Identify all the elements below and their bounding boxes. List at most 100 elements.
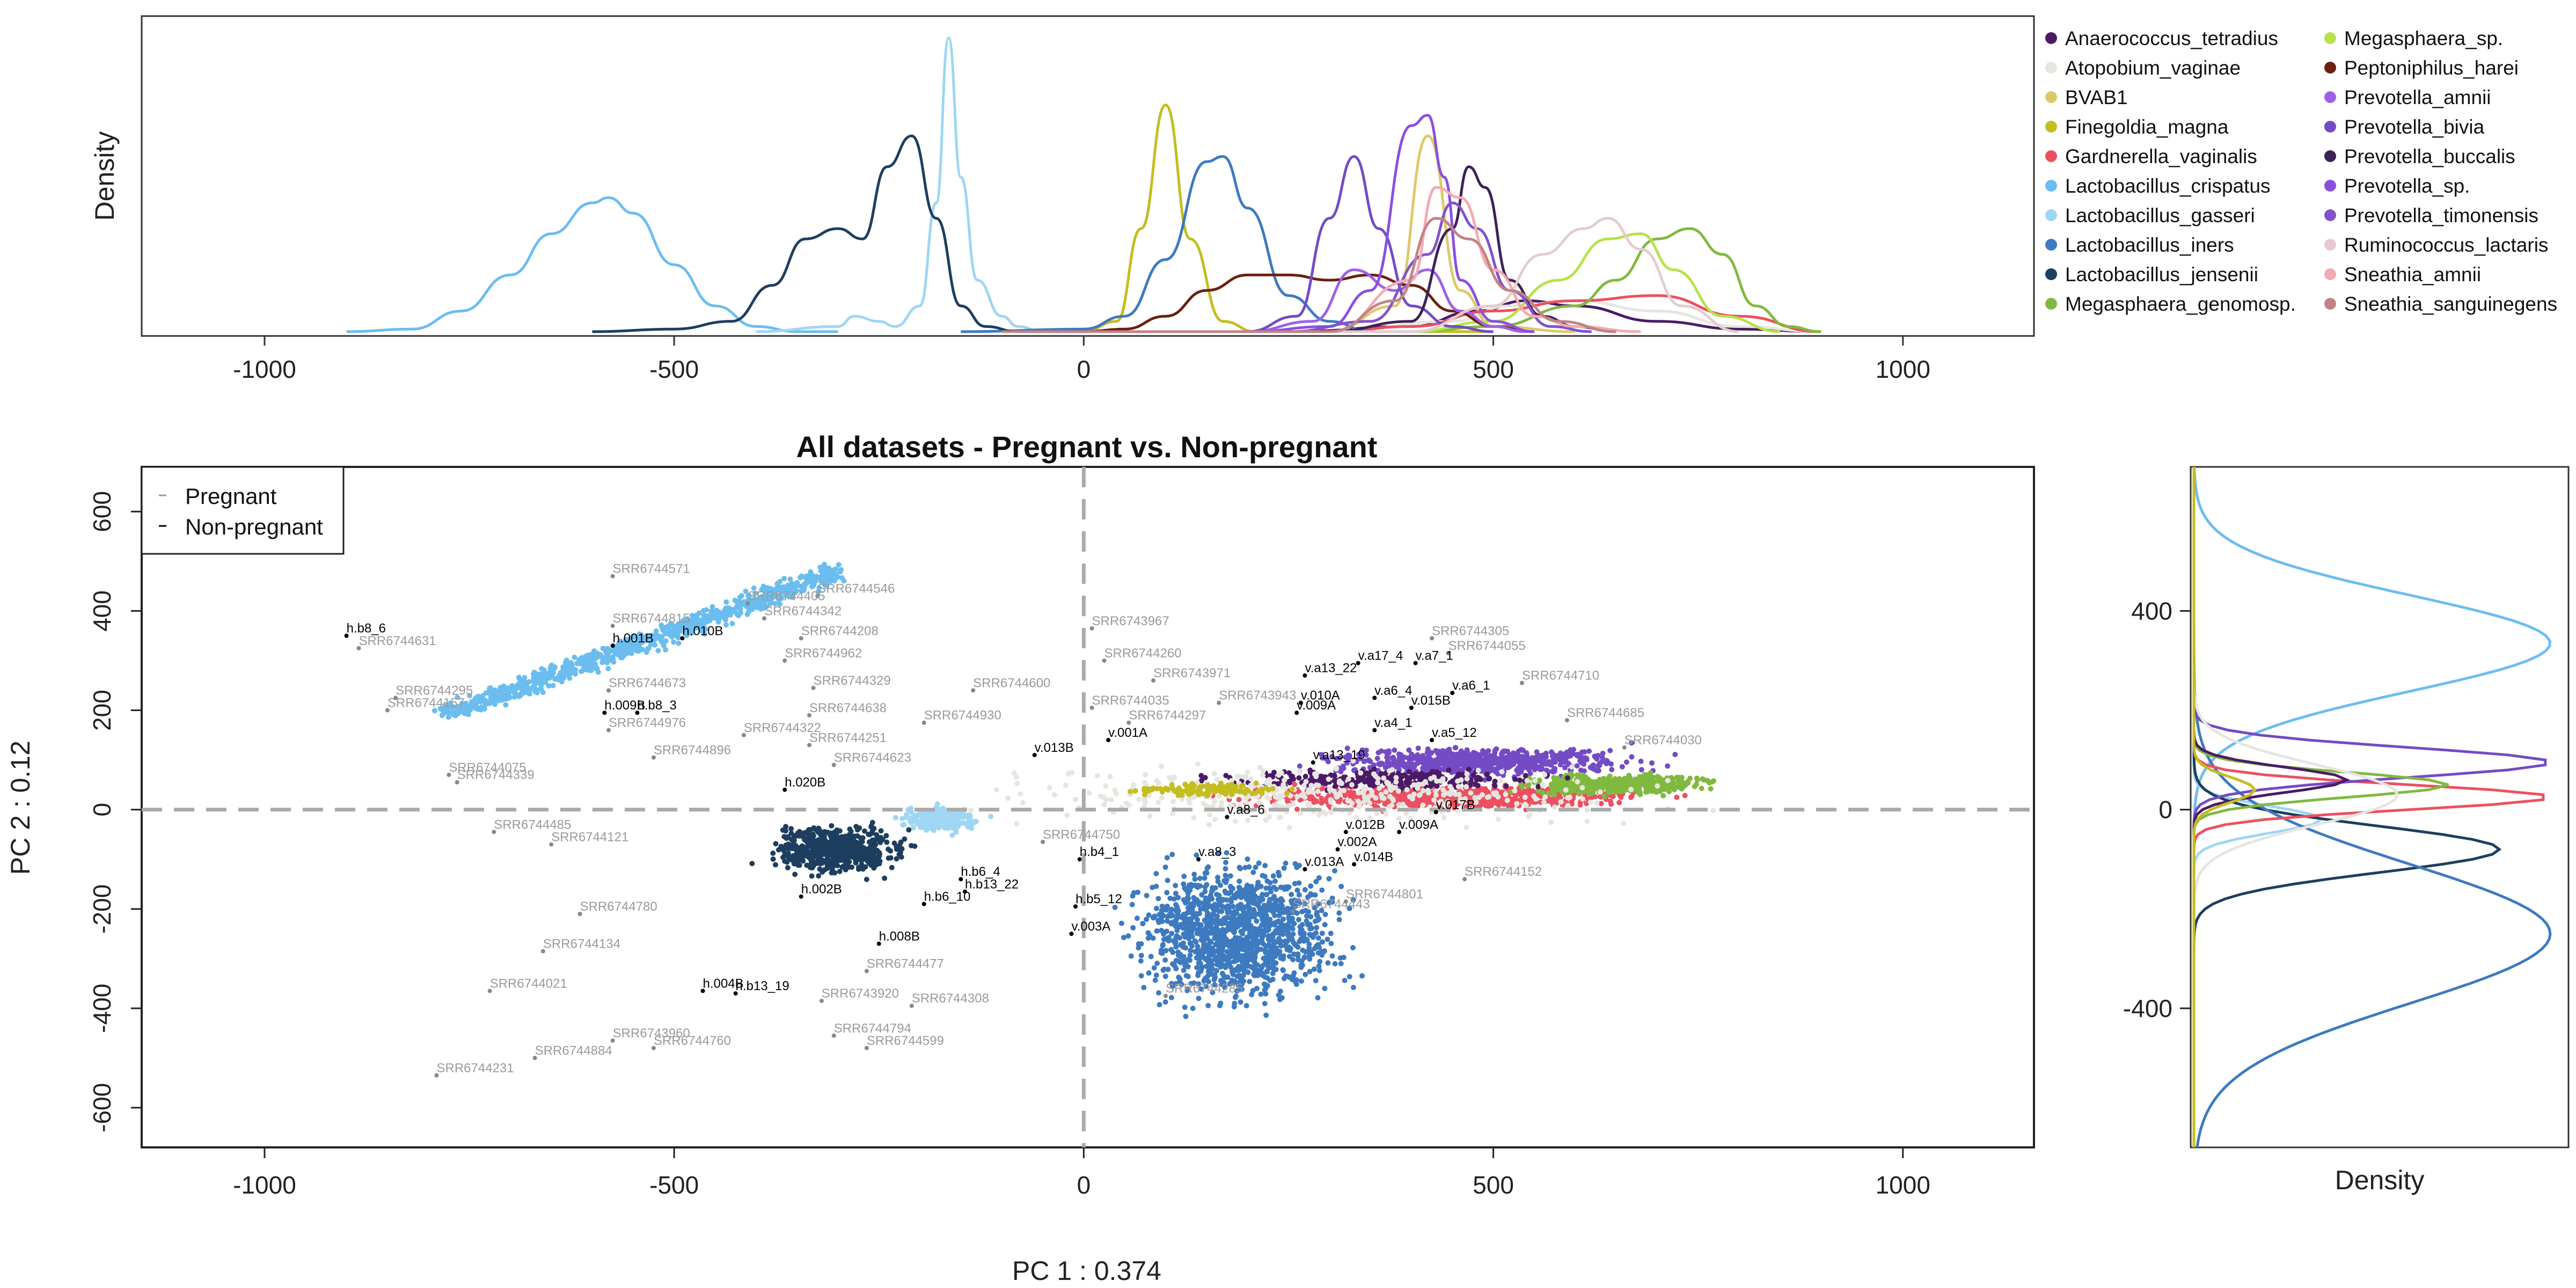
data-point <box>1204 963 1210 969</box>
data-point <box>653 633 658 639</box>
data-point <box>792 872 798 877</box>
data-point <box>807 842 813 848</box>
data-point <box>584 655 590 661</box>
data-point <box>1206 951 1212 956</box>
data-point <box>442 702 448 708</box>
legend-marker-18 <box>2324 268 2336 280</box>
data-point <box>1534 765 1540 771</box>
data-point <box>1539 765 1545 771</box>
data-point <box>1187 916 1193 922</box>
data-point <box>1280 968 1286 974</box>
data-point <box>824 866 830 872</box>
data-point <box>832 870 838 876</box>
data-point <box>1601 794 1607 800</box>
scatter-cluster-Lactobacillus_jensenii <box>749 819 918 882</box>
data-point <box>1152 977 1158 983</box>
data-point <box>878 835 884 840</box>
data-point <box>531 682 537 688</box>
data-point <box>1259 935 1265 941</box>
data-point <box>1197 960 1203 966</box>
data-point <box>1221 973 1227 979</box>
data-point <box>909 809 914 815</box>
data-point <box>1657 778 1663 784</box>
data-point <box>751 585 757 591</box>
data-point <box>1278 955 1284 961</box>
data-point <box>729 620 735 626</box>
data-point <box>525 685 531 691</box>
data-point <box>802 851 808 857</box>
data-point <box>1236 939 1242 945</box>
data-point <box>1274 898 1280 904</box>
data-point <box>1223 866 1228 872</box>
data-point <box>757 598 763 604</box>
data-point <box>643 649 649 655</box>
data-point <box>835 574 840 580</box>
data-point <box>1267 880 1273 885</box>
data-point <box>1222 888 1228 894</box>
data-point <box>1174 927 1180 933</box>
data-point <box>1546 759 1552 765</box>
legend-marker-0 <box>2045 32 2057 44</box>
data-point <box>1235 903 1241 909</box>
data-point <box>482 699 488 705</box>
data-point <box>1252 972 1257 978</box>
data-point <box>1216 892 1222 898</box>
data-point <box>1197 875 1203 881</box>
top-x-tick-label-4: 1000 <box>1876 355 1930 383</box>
data-point <box>1311 966 1317 972</box>
data-point <box>854 827 860 833</box>
data-point <box>1319 949 1325 955</box>
data-point <box>1623 759 1629 765</box>
data-point <box>1244 925 1250 931</box>
data-point <box>1291 951 1297 957</box>
data-point <box>1158 950 1164 956</box>
data-point <box>1206 971 1212 977</box>
data-point <box>522 675 528 680</box>
data-point <box>1267 938 1272 943</box>
data-point <box>787 576 793 582</box>
data-point <box>564 664 569 670</box>
data-point <box>1282 938 1288 944</box>
data-point <box>526 691 532 697</box>
legend-label-7: Lactobacillus_iners <box>2065 234 2234 256</box>
data-point <box>578 669 584 675</box>
data-point <box>1250 987 1256 993</box>
data-point <box>1527 771 1533 777</box>
data-point <box>1328 931 1334 936</box>
data-point <box>1220 920 1226 926</box>
data-point <box>1136 945 1141 950</box>
data-point <box>715 619 721 625</box>
legend-label-12: Prevotella_amnii <box>2344 86 2491 108</box>
data-point <box>813 577 818 582</box>
data-point <box>492 701 498 707</box>
data-point <box>716 613 722 619</box>
data-point <box>487 686 492 692</box>
data-point <box>1660 793 1666 799</box>
data-point <box>1374 756 1380 762</box>
data-point <box>793 858 799 863</box>
data-point <box>655 648 661 654</box>
data-point <box>1287 948 1293 954</box>
data-point <box>909 843 914 848</box>
data-point <box>1231 930 1237 935</box>
data-point <box>791 838 797 844</box>
data-point <box>1492 748 1498 753</box>
data-point <box>1540 753 1546 759</box>
data-point <box>819 858 825 864</box>
data-point <box>1173 965 1179 971</box>
data-point <box>1185 895 1191 901</box>
data-point <box>1235 916 1241 922</box>
data-point <box>1125 933 1131 939</box>
data-point <box>1619 764 1625 770</box>
data-point <box>809 873 815 879</box>
data-point <box>567 675 573 681</box>
data-point <box>589 652 595 657</box>
data-point <box>1307 796 1313 802</box>
data-point <box>1170 949 1176 955</box>
data-point <box>884 839 890 845</box>
legend-marker-16 <box>2324 209 2336 221</box>
data-point <box>1163 907 1169 913</box>
data-point <box>988 814 994 819</box>
data-point <box>1218 882 1224 888</box>
